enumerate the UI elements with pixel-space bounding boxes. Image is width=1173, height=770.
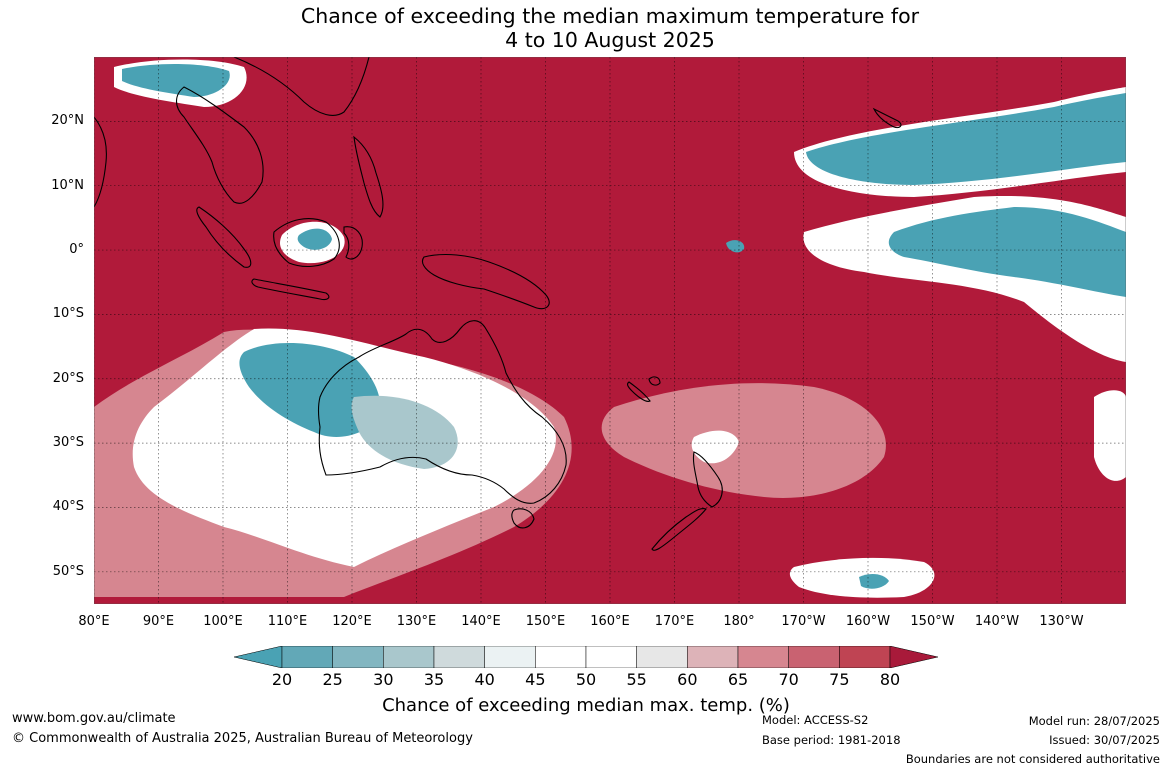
issued-date: Issued: 30/07/2025 [1049, 733, 1160, 747]
lat-label: 10°S [52, 306, 84, 322]
colorbar [234, 646, 938, 668]
colorbar-tick-label: 75 [829, 670, 850, 689]
colorbar-high-extension [889, 646, 938, 668]
colorbar-tick-label: 70 [778, 670, 799, 689]
india-coastline [94, 116, 107, 208]
lon-label: 150°E [525, 614, 566, 629]
lon-label: 110°E [267, 614, 308, 629]
colorbar-swatch [737, 646, 789, 668]
colorbar-tick-label: 55 [626, 670, 647, 689]
colorbar-swatches [234, 646, 938, 668]
western-australia-blue [239, 342, 381, 437]
fiji-coastline [648, 376, 661, 386]
lon-label: 130°W [1039, 614, 1084, 629]
colorbar-swatch [484, 646, 536, 668]
lon-label: 120°E [332, 614, 372, 629]
new-caledonia-coastline [627, 381, 651, 402]
colorbar-tick-label: 60 [677, 670, 698, 689]
colorbar-tick-label: 65 [727, 670, 749, 689]
colorbar-tick-label: 35 [423, 670, 445, 689]
lat-label: 20°N [51, 113, 84, 129]
colorbar-swatch [788, 646, 840, 668]
colorbar-tick-label: 50 [575, 670, 597, 689]
colorbar-swatch [636, 646, 688, 668]
colorbar-tick-label: 30 [373, 670, 394, 689]
interior-australia-light-blue [351, 395, 458, 469]
indochina-coastline [175, 86, 264, 204]
lon-label: 90°E [142, 614, 175, 629]
sulawesi-coastline [343, 226, 363, 260]
java-coastline [251, 278, 330, 301]
tasmania-coastline [511, 508, 535, 529]
china-coastline [233, 57, 370, 116]
lat-label: 20°S [52, 370, 84, 386]
colorbar-swatch [332, 646, 384, 668]
lon-label: 140°E [461, 614, 501, 629]
lat-label: 40°S [52, 499, 84, 515]
colorbar-label: Chance of exceeding median max. temp. (%… [382, 695, 790, 716]
colorbar-swatch [585, 646, 637, 668]
lat-label: 30°S [52, 435, 84, 451]
lon-label: 140°W [974, 614, 1020, 629]
title-line-1: Chance of exceeding the median maximum t… [300, 4, 920, 28]
colorbar-tick-label: 20 [271, 670, 293, 689]
lat-lon-grid [94, 57, 1126, 604]
lon-label: 130°E [396, 614, 437, 629]
lon-label: 160°W [845, 614, 891, 629]
colorbar-swatch [839, 646, 891, 668]
new-zealand-south-coastline [651, 508, 707, 551]
hawaii-coastline [872, 107, 902, 129]
philippines-coastline [353, 135, 384, 218]
tasman-white [691, 430, 739, 464]
lon-label: 80°E [78, 614, 110, 629]
lon-label: 160°E [590, 614, 630, 629]
forecast-map [94, 57, 1126, 604]
pacific-anomalies [114, 59, 1126, 362]
new-zealand-north-coastline [692, 451, 723, 508]
coastlines [94, 57, 902, 551]
lon-label: 180° [723, 614, 755, 629]
borneo-coastline [273, 218, 340, 268]
south-tasman-pink [601, 383, 886, 498]
south-china-sea-blue [297, 228, 332, 250]
new-guinea-coastline [421, 253, 550, 310]
lat-label: 10°N [51, 177, 84, 193]
colorbar-tick-label: 40 [474, 670, 495, 689]
lat-label: 0° [69, 242, 84, 258]
model-name: Model: ACCESS-S2 [762, 713, 869, 727]
base-period: Base period: 1981-2018 [762, 733, 901, 747]
colorbar-tick-label: 80 [879, 670, 901, 689]
title-line-2: 4 to 10 August 2025 [505, 28, 715, 52]
lon-label: 100°E [203, 614, 243, 629]
website-link[interactable]: www.bom.gov.au/climate [12, 711, 176, 726]
boundary-disclaimer: Boundaries are not considered authoritat… [905, 752, 1160, 766]
australia-coastline [317, 320, 567, 504]
lon-label: 170°W [781, 614, 826, 629]
colorbar-swatch [433, 646, 485, 668]
equatorial-small-patch [726, 240, 745, 253]
colorbar-swatch [383, 646, 435, 668]
asia-north-blue [122, 63, 230, 97]
equatorial-pacific-blue-region [888, 207, 1126, 297]
model-run-date: Model run: 28/07/2025 [1028, 714, 1160, 728]
southern-ocean-blue [859, 573, 889, 589]
lat-label: 50°S [52, 563, 84, 579]
sumatra-coastline [196, 206, 252, 268]
lon-label: 150°W [910, 614, 955, 629]
colorbar-tick-label: 45 [525, 670, 546, 689]
colorbar-low-extension [234, 646, 283, 668]
east-pacific-white [1094, 390, 1126, 481]
colorbar-swatch [687, 646, 739, 668]
north-pacific-blue-region [806, 93, 1126, 185]
copyright-text: © Commonwealth of Australia 2025, Austra… [12, 731, 473, 746]
map-title: Chance of exceeding the median maximum t… [94, 4, 1126, 52]
lon-label: 170°E [654, 614, 695, 629]
colorbar-swatch [281, 646, 333, 668]
colorbar-swatch [535, 646, 587, 668]
colorbar-tick-label: 25 [322, 670, 343, 689]
